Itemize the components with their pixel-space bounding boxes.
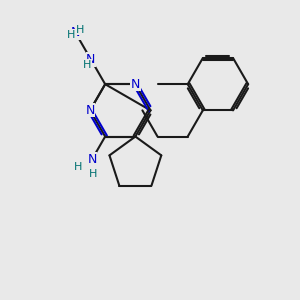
Text: H: H [89, 169, 98, 179]
Text: N: N [85, 104, 95, 117]
Text: H: H [82, 60, 91, 70]
Text: N: N [86, 53, 96, 66]
Text: N: N [131, 78, 140, 91]
Text: H: H [74, 161, 82, 172]
Text: N: N [88, 153, 97, 166]
Text: H: H [67, 30, 75, 40]
Text: N: N [70, 26, 80, 39]
Text: H: H [76, 25, 84, 35]
